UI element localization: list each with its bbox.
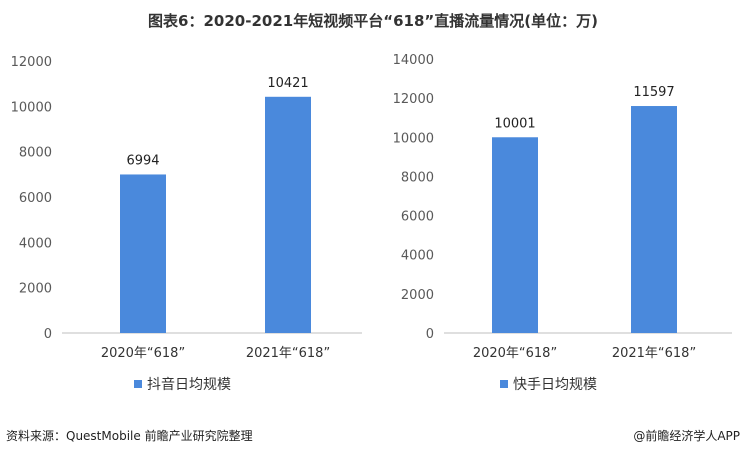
chart-title: 图表6：2020-2021年短视频平台“618”直播流量情况(单位：万)	[148, 12, 598, 30]
y-tick-label-0: 0	[426, 327, 434, 342]
y-tick-label-3: 6000	[401, 210, 434, 225]
y-tick-label-5: 10000	[393, 131, 434, 146]
legend-swatch	[134, 380, 142, 388]
data-label-1: 10421	[267, 76, 308, 91]
category-label-1: 2021年“618”	[246, 346, 330, 361]
brand-credit: @前瞻经济学人APP	[633, 429, 740, 443]
y-tick-label-2: 4000	[19, 236, 52, 251]
bar-1	[265, 96, 311, 333]
y-tick-label-1: 2000	[19, 282, 52, 297]
y-tick-label-5: 10000	[11, 100, 52, 115]
bar-0	[120, 174, 166, 333]
y-tick-label-7: 14000	[393, 53, 434, 68]
category-label-0: 2020年“618”	[101, 346, 185, 361]
legend-swatch	[500, 380, 508, 388]
douyin-chart: 0 2000 4000 6000 8000 10000 12000 6994 10421 2020…	[0, 40, 370, 420]
y-tick-label-6: 12000	[11, 55, 52, 70]
legend-label: 快手日均规模	[513, 377, 597, 393]
y-tick-label-3: 6000	[19, 191, 52, 206]
data-label-0: 6994	[126, 153, 159, 168]
source-note: 资料来源：QuestMobile 前瞻产业研究院整理	[6, 429, 253, 443]
y-tick-label-1: 2000	[401, 288, 434, 303]
data-label-1: 11597	[633, 85, 674, 100]
legend-label: 抖音日均规模	[147, 376, 231, 393]
y-tick-label-2: 4000	[401, 249, 434, 264]
kuaishou-chart-svg: 0 2000 4000 6000 8000 10000 12000 14000 10001 115…	[393, 53, 732, 393]
y-tick-label-0: 0	[44, 327, 52, 342]
data-label-0: 10001	[494, 116, 535, 131]
bar-1	[631, 106, 677, 333]
category-label-1: 2021年“618”	[612, 346, 696, 361]
category-label-0: 2020年“618”	[473, 346, 557, 361]
y-tick-label-4: 8000	[401, 170, 434, 185]
kuaishou-chart: 0 2000 4000 6000 8000 10000 12000 14000 10001 115…	[372, 40, 742, 420]
y-tick-label-6: 12000	[393, 92, 434, 107]
y-tick-label-4: 8000	[19, 146, 52, 161]
douyin-chart-svg: 0 2000 4000 6000 8000 10000 12000 6994 10421 2020…	[11, 55, 362, 393]
bar-0	[492, 137, 538, 333]
